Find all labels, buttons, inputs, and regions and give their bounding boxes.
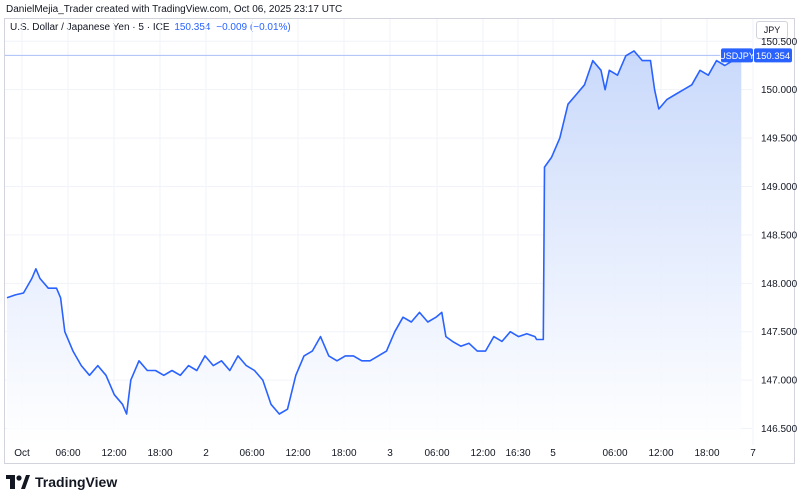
price-line	[6, 50, 742, 415]
price-axis[interactable]: 150.500 150.000 149.500 149.000 148.500 148.0…	[761, 37, 798, 435]
legend-symbol[interactable]: U.S. Dollar / Japanese Yen · 5 · ICE	[10, 22, 170, 33]
price-tag: USDJPY 150.354	[719, 48, 792, 63]
chart-frame	[4, 18, 795, 464]
y-tick-label: 149.000	[761, 182, 798, 193]
x-tick-label: 18:00	[331, 448, 356, 459]
price-tag-symbol: USDJPY	[719, 51, 755, 61]
x-tick-label: 12:00	[648, 448, 673, 459]
x-tick-label: 7	[750, 448, 756, 459]
x-tick-label: 12:00	[101, 448, 126, 459]
x-tick-label: 12:00	[470, 448, 495, 459]
y-tick-label: 147.500	[761, 327, 798, 338]
currency-button[interactable]: JPY	[756, 21, 788, 39]
legend-price: 150.354	[174, 22, 211, 33]
tradingview-logo-text: TradingView	[35, 474, 118, 490]
x-tick-label: 06:00	[602, 448, 627, 459]
y-tick-label: 150.000	[761, 85, 798, 96]
price-tag-value: 150.354	[756, 51, 790, 62]
price-tag-symbol-bg	[721, 48, 753, 63]
price-tag-value-bg	[754, 48, 792, 63]
x-tick-label: 16:30	[505, 448, 530, 459]
y-tick-label: 148.000	[761, 279, 798, 290]
chart-legend: U.S. Dollar / Japanese Yen · 5 · ICE 150…	[10, 22, 291, 33]
y-tick-label: 146.500	[761, 424, 798, 435]
x-tick-label: Oct	[14, 448, 30, 459]
y-tick-label: 147.000	[761, 376, 798, 387]
x-tick-label: 3	[387, 448, 393, 459]
chart-credit: DanielMejia_Trader created with TradingV…	[6, 4, 343, 15]
x-tick-label: 18:00	[694, 448, 719, 459]
x-tick-label: 2	[203, 448, 209, 459]
tradingview-logo[interactable]: TradingView	[6, 472, 117, 492]
price-area-fill	[7, 50, 742, 446]
x-tick-label: 5	[550, 448, 556, 459]
x-tick-label: 12:00	[285, 448, 310, 459]
y-tick-label: 148.500	[761, 230, 798, 241]
x-tick-label: 06:00	[55, 448, 80, 459]
x-tick-label: 06:00	[424, 448, 449, 459]
x-tick-label: 06:00	[239, 448, 264, 459]
y-tick-label: 150.500	[761, 37, 798, 48]
time-axis[interactable]: Oct 06:00 12:00 18:00 2 06:00 12:00 18:00 3 06:00…	[14, 448, 756, 459]
tradingview-logo-icon	[6, 475, 30, 489]
legend-change: −0.009 (−0.01%)	[216, 22, 291, 33]
x-tick-label: 18:00	[147, 448, 172, 459]
y-tick-label: 149.500	[761, 134, 798, 145]
